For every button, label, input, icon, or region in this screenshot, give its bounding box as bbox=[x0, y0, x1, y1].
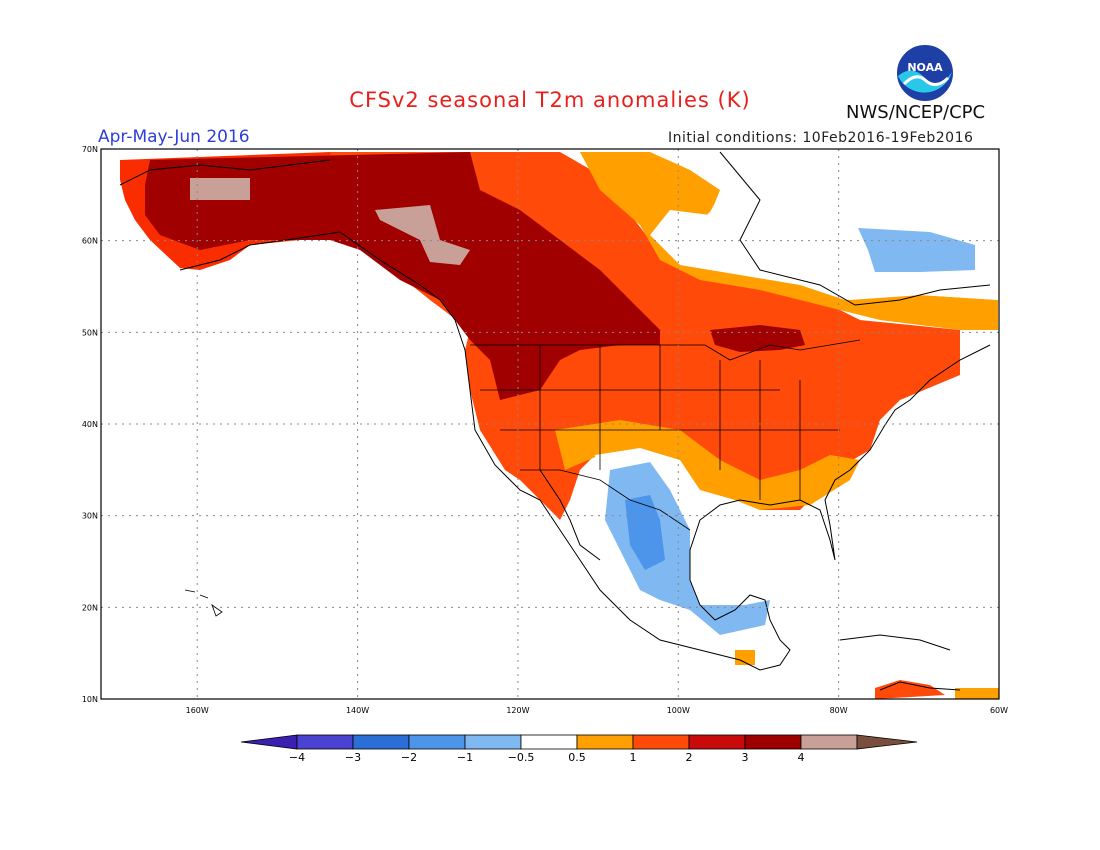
lat-tick-label: 20N bbox=[82, 603, 98, 612]
colorbar-label: −0.5 bbox=[508, 751, 535, 764]
gridlines bbox=[101, 149, 999, 699]
colorbar-swatch bbox=[408, 734, 466, 750]
map-title: CFSv2 seasonal T2m anomalies (K) bbox=[349, 88, 751, 112]
lon-tick-label: 60W bbox=[990, 706, 1008, 715]
lat-tick-label: 70N bbox=[82, 145, 98, 154]
initial-conditions: Initial conditions: 10Feb2016-19Feb2016 bbox=[668, 130, 974, 146]
colorbar-swatch bbox=[632, 734, 690, 750]
lat-tick-label: 10N bbox=[82, 695, 98, 704]
anomaly-region-blue-labrador bbox=[858, 228, 975, 272]
anomaly-field bbox=[120, 152, 999, 699]
longitude-labels: 160W 140W 120W 100W 80W 60W bbox=[186, 706, 1009, 715]
anomaly-region-tan-alaska bbox=[190, 178, 250, 200]
colorbar-label: −4 bbox=[289, 751, 305, 764]
lon-tick-label: 120W bbox=[506, 706, 529, 715]
anomaly-region-orange-south bbox=[555, 420, 860, 510]
lon-tick-label: 80W bbox=[830, 706, 848, 715]
lat-tick-label: 30N bbox=[82, 512, 98, 521]
colorbar-swatch bbox=[800, 734, 858, 750]
anomaly-region-tan-yukon bbox=[375, 205, 470, 265]
agency-label: NWS/NCEP/CPC bbox=[846, 102, 986, 123]
anomaly-region-orange-hudson bbox=[580, 152, 998, 330]
colorbar-label: 1 bbox=[630, 751, 637, 764]
colorbar-swatch bbox=[464, 734, 522, 750]
colorbar-swatch bbox=[352, 734, 410, 750]
logo-text: NOAA bbox=[907, 61, 943, 74]
colorbar-label: −1 bbox=[457, 751, 473, 764]
colorbar-swatch bbox=[744, 734, 802, 750]
political-borders bbox=[470, 339, 861, 531]
anomaly-region-blue-mexico-core bbox=[625, 495, 665, 570]
map-frame bbox=[100, 148, 1000, 700]
colorbar-label: 0.5 bbox=[568, 751, 586, 764]
noaa-logo: NOAA bbox=[895, 43, 955, 103]
colorbar-arrow-high bbox=[856, 734, 918, 750]
anomaly-region-dark-red bbox=[145, 152, 660, 400]
coastlines bbox=[119, 151, 991, 691]
colorbar-label: 3 bbox=[742, 751, 749, 764]
colorbar-swatch bbox=[688, 734, 746, 750]
lat-tick-label: 50N bbox=[82, 328, 98, 337]
colorbar-label: −3 bbox=[345, 751, 361, 764]
colorbar-label: 2 bbox=[686, 751, 693, 764]
anomaly-region-orange-central-america bbox=[735, 650, 755, 665]
latitude-labels: 70N 60N 50N 40N 30N 20N 10N bbox=[82, 145, 98, 704]
lon-tick-label: 140W bbox=[346, 706, 369, 715]
colorbar-swatch bbox=[576, 734, 634, 750]
lon-tick-label: 100W bbox=[667, 706, 690, 715]
anomaly-region-caribbean-east bbox=[955, 688, 999, 699]
colorbar: −4 −3 −2 −1 −0.5 0.5 1 2 3 4 bbox=[240, 734, 918, 764]
islands bbox=[184, 589, 223, 617]
forecast-period: Apr-May-Jun 2016 bbox=[98, 127, 250, 147]
colorbar-label: 4 bbox=[798, 751, 805, 764]
lat-tick-label: 40N bbox=[82, 420, 98, 429]
lon-tick-label: 160W bbox=[186, 706, 209, 715]
lat-tick-label: 60N bbox=[82, 237, 98, 246]
colorbar-swatch bbox=[296, 734, 354, 750]
anomaly-region-dark-red-lakes bbox=[710, 325, 805, 352]
colorbar-swatch bbox=[520, 734, 578, 750]
colorbar-label: −2 bbox=[401, 751, 417, 764]
colorbar-arrow-low bbox=[240, 734, 298, 750]
